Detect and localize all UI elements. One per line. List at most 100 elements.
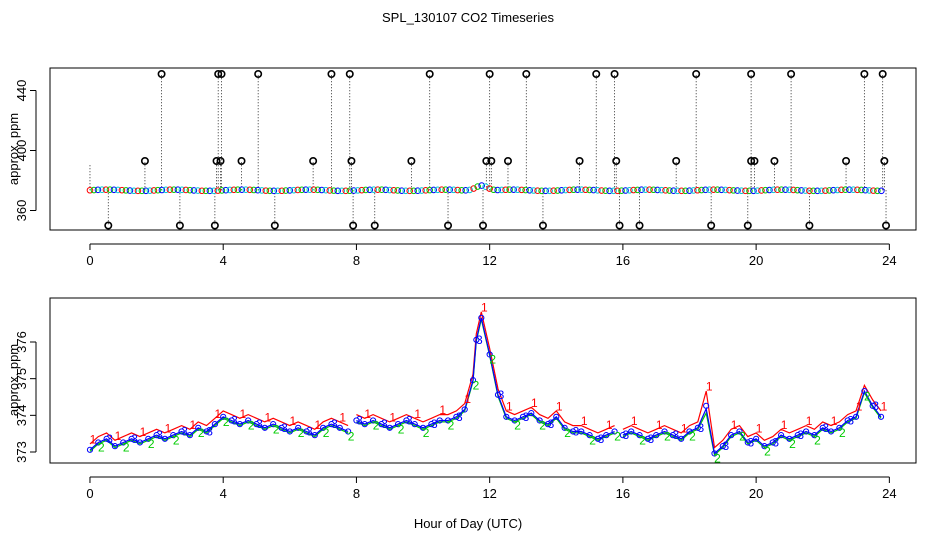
series-glyph-3: 3: [747, 435, 754, 449]
outlier-point: [478, 221, 487, 230]
data-point: [186, 432, 193, 439]
baseline-point: [418, 187, 426, 194]
x-tick-label: 16: [616, 486, 630, 501]
outlier-point: [750, 157, 759, 166]
series-glyph-2: 2: [764, 444, 771, 458]
data-point: [428, 421, 435, 428]
series-glyph-1: 1: [656, 418, 663, 432]
baseline-point: [314, 186, 322, 194]
data-point: [669, 432, 676, 439]
baseline-point: [470, 185, 477, 192]
top-panel: 0 4 8 12 16 20 24 360 400 440 approx. ppm: [6, 67, 917, 268]
baseline-point: [166, 186, 174, 194]
series-glyph-1: 1: [364, 407, 371, 421]
series-glyph-3: 3: [498, 388, 505, 402]
series-glyph-2: 2: [664, 430, 671, 444]
baseline-point: [282, 187, 290, 194]
data-point: [211, 421, 218, 428]
data-point: [511, 417, 518, 424]
series-glyph-1: 1: [90, 433, 97, 447]
baseline-point: [402, 187, 410, 195]
series-glyph-3: 3: [106, 432, 113, 446]
baseline-point: [862, 186, 869, 194]
baseline-point: [678, 187, 685, 195]
series-glyph-2: 2: [514, 419, 521, 433]
data-point: [386, 424, 393, 431]
data-point: [228, 417, 235, 424]
baseline-point: [570, 186, 577, 194]
series-glyph-2: 2: [739, 430, 746, 444]
baseline-point: [182, 186, 190, 194]
top-x-axis: 0 4 8 12 16 20 24: [86, 243, 897, 268]
data-point: [203, 428, 210, 435]
data-point: [827, 428, 835, 435]
data-point: [278, 424, 285, 431]
series-glyph-1: 1: [806, 414, 813, 428]
baseline-point: [814, 187, 821, 195]
baseline-point: [130, 187, 138, 195]
baseline-point: [386, 186, 394, 194]
outlier-point: [522, 70, 531, 79]
baseline-point: [146, 187, 154, 194]
data-point: [544, 421, 552, 428]
bottom-y-label: approx. ppm: [6, 344, 21, 416]
baseline-point: [258, 187, 266, 194]
series-glyph-2: 2: [298, 426, 305, 440]
baseline-point: [210, 187, 218, 195]
series-glyph-3: 3: [476, 333, 483, 347]
baseline-point: [322, 186, 330, 194]
data-point: [220, 413, 227, 420]
series-glyph-2: 2: [198, 426, 205, 440]
series-glyph-2: 2: [98, 441, 105, 455]
data-point: [295, 424, 302, 431]
data-point: [345, 428, 352, 435]
data-point: [561, 424, 568, 431]
baseline-point: [582, 186, 589, 194]
baseline-point: [794, 186, 801, 194]
outlier-point: [347, 157, 356, 166]
baseline-point: [174, 186, 182, 193]
series-glyph-3: 3: [872, 399, 879, 413]
top-data-marks: [86, 70, 891, 230]
series-glyph-3: 3: [356, 413, 363, 427]
data-point: [594, 435, 602, 442]
baseline-point: [562, 186, 569, 194]
series-glyph-3: 3: [431, 417, 438, 431]
y-tick-label: 375: [14, 368, 29, 390]
data-point: [852, 413, 860, 420]
data-point: [619, 432, 626, 439]
baseline-point: [442, 186, 449, 193]
baseline-point: [786, 186, 793, 194]
outlier-point: [210, 221, 219, 230]
data-point: [270, 421, 277, 428]
outlier-point: [882, 221, 891, 230]
series-glyph-2: 2: [564, 426, 571, 440]
baseline-point: [718, 186, 725, 194]
baseline-point: [598, 187, 605, 194]
outlier-point: [425, 70, 434, 79]
baseline-point: [430, 186, 438, 194]
data-point: [653, 432, 660, 439]
series-glyph-1: 1: [165, 422, 172, 436]
baseline-point: [234, 186, 242, 193]
baseline-point: [410, 187, 418, 195]
series-glyph-2: 2: [398, 422, 405, 436]
baseline-point: [822, 187, 829, 194]
series-glyph-1: 1: [856, 400, 863, 414]
series-glyph-3: 3: [156, 428, 163, 442]
data-point: [628, 428, 635, 435]
data-point: [761, 443, 768, 450]
data-point: [153, 432, 160, 439]
baseline-point: [114, 186, 122, 194]
data-point: [703, 402, 710, 409]
baseline-point: [366, 186, 374, 194]
baseline-point: [702, 186, 709, 194]
baseline-point: [510, 186, 517, 193]
x-tick-label: 12: [482, 486, 496, 501]
data-point: [453, 413, 460, 420]
data-point: [578, 428, 585, 435]
baseline-point: [502, 186, 509, 194]
baseline-point: [594, 187, 601, 194]
